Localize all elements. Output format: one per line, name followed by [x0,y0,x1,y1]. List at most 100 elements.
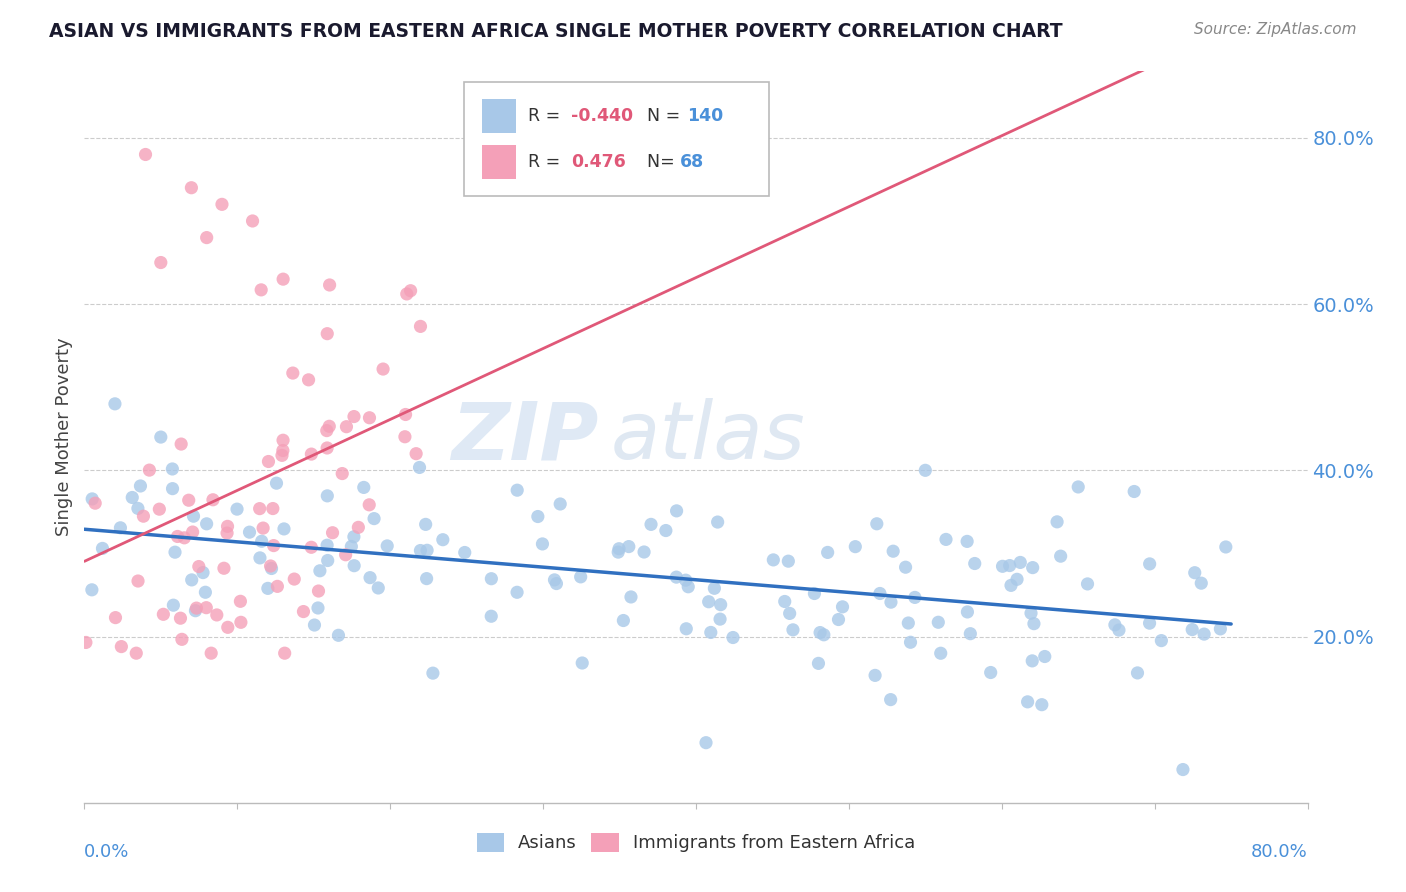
Point [827,613,849,627]
Point [262,501,284,516]
Point [543,573,565,587]
Point [617,540,640,554]
Point [1108,623,1130,637]
Point [309,564,332,578]
Legend: Asians, Immigrants from Eastern Africa: Asians, Immigrants from Eastern Africa [470,826,922,860]
Point [186,601,208,615]
Point [343,409,366,424]
Point [211,197,233,211]
Point [980,665,1002,680]
Point [709,612,731,626]
Point [299,541,322,555]
Point [569,570,592,584]
Point [808,625,831,640]
Point [367,581,389,595]
Text: 68: 68 [681,153,704,171]
Point [607,541,630,556]
Point [347,520,370,534]
Point [620,590,643,604]
Text: 0.0%: 0.0% [84,843,129,861]
Point [177,493,200,508]
Point [229,615,252,630]
Point [91,541,114,556]
Point [316,441,339,455]
Point [322,525,344,540]
Point [359,571,381,585]
Point [170,437,193,451]
Point [132,509,155,524]
Point [135,147,157,161]
Point [1049,549,1071,564]
Point [546,576,568,591]
Point [904,591,927,605]
Point [212,561,235,575]
Point [956,605,979,619]
Point [292,605,315,619]
Point [1076,577,1098,591]
Point [252,521,274,535]
Point [914,463,936,477]
Point [250,283,273,297]
Point [1046,515,1069,529]
Text: 140: 140 [688,107,724,125]
Point [162,598,184,612]
Point [250,534,273,549]
Point [408,460,430,475]
Point [121,491,143,505]
Point [1022,616,1045,631]
Point [416,543,439,558]
Point [129,479,152,493]
Point [929,646,952,660]
Point [959,626,981,640]
Point [675,622,697,636]
Point [359,498,381,512]
Point [1017,695,1039,709]
Point [84,496,107,510]
Point [612,614,634,628]
Point [807,657,830,671]
Text: ASIAN VS IMMIGRANTS FROM EASTERN AFRICA SINGLE MOTHER POVERTY CORRELATION CHART: ASIAN VS IMMIGRANTS FROM EASTERN AFRICA … [49,22,1063,41]
Point [415,517,437,532]
Bar [482,99,516,133]
Point [266,579,288,593]
Point [831,599,853,614]
Point [415,572,437,586]
Point [1104,618,1126,632]
Point [201,492,224,507]
Point [721,631,744,645]
Point [238,525,260,540]
Point [127,574,149,588]
Point [1171,763,1194,777]
Point [184,604,207,618]
Point [762,553,785,567]
Point [773,594,796,608]
Point [778,554,800,568]
Point [375,539,398,553]
Point [897,615,920,630]
Point [307,601,329,615]
Point [405,447,427,461]
Point [1033,649,1056,664]
Point [371,362,394,376]
Point [217,519,239,533]
Point [607,545,630,559]
Text: 0.476: 0.476 [571,153,626,171]
Point [882,544,904,558]
Point [149,430,172,444]
Point [82,491,104,506]
Point [152,607,174,622]
Point [110,521,132,535]
Point [1126,665,1149,680]
Point [226,502,249,516]
Point [394,430,416,444]
Point [803,586,825,600]
Point [359,410,381,425]
Point [432,533,454,547]
Point [271,434,294,448]
Point [866,516,889,531]
Point [195,516,218,531]
Text: R =: R = [529,153,567,171]
Point [900,635,922,649]
Point [215,526,238,541]
Point [963,557,986,571]
